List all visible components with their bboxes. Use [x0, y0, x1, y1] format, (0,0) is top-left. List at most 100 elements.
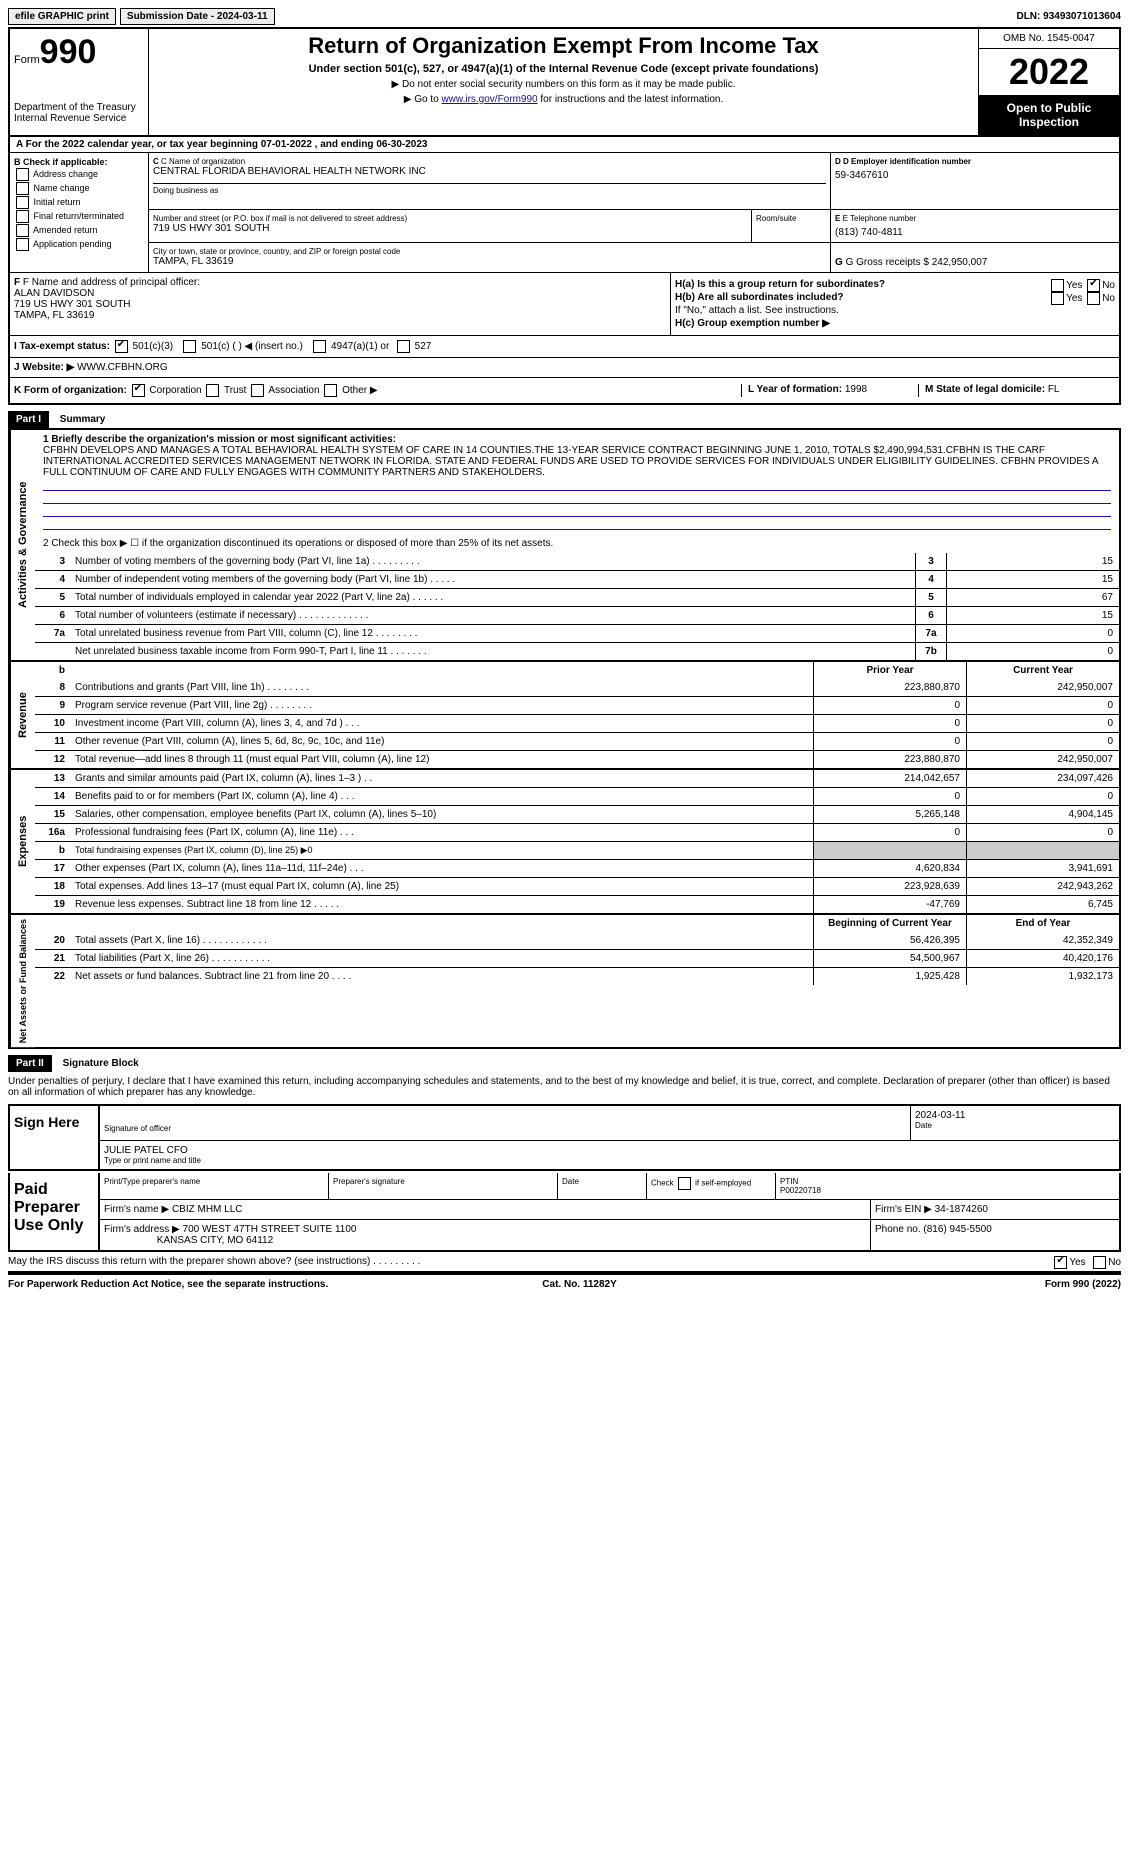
city-state-zip: TAMPA, FL 33619 [153, 256, 826, 267]
officer-addr1: 719 US HWY 301 SOUTH [14, 299, 666, 310]
527-checkbox[interactable] [397, 340, 410, 353]
501c3-checkbox[interactable] [115, 340, 128, 353]
part2-header: Part II [8, 1055, 52, 1072]
expense-row: 15Salaries, other compensation, employee… [35, 805, 1119, 823]
revenue-label: Revenue [10, 662, 35, 768]
sign-here-block: Sign Here Signature of officer 2024-03-1… [8, 1104, 1121, 1171]
m-label: M State of legal domicile: [925, 384, 1045, 395]
telephone: (813) 740-4811 [835, 227, 1115, 238]
opt-501c: 501(c) ( ) ◀ (insert no.) [201, 341, 303, 352]
h-block: H(a) Is this a group return for subordin… [671, 273, 1119, 335]
current-year-hdr: Current Year [966, 662, 1119, 679]
ha-label: H(a) Is this a group return for subordin… [675, 279, 885, 290]
boy-hdr: Beginning of Current Year [813, 915, 966, 932]
eoy-hdr: End of Year [966, 915, 1119, 932]
b-checkbox[interactable] [16, 210, 29, 223]
opt-527: 527 [415, 341, 432, 352]
opt-501c3: 501(c)(3) [133, 341, 174, 352]
irs-link[interactable]: www.irs.gov/Form990 [441, 94, 537, 105]
expense-row: 16aProfessional fundraising fees (Part I… [35, 823, 1119, 841]
revenue-row: 11Other revenue (Part VIII, column (A), … [35, 732, 1119, 750]
gov-row: 7aTotal unrelated business revenue from … [35, 624, 1119, 642]
fgh-block: F F Name and address of principal office… [8, 273, 1121, 336]
revenue-row: 12Total revenue—add lines 8 through 11 (… [35, 750, 1119, 768]
header-left: Form990 Department of the Treasury Inter… [10, 29, 149, 135]
l-label: L Year of formation: [748, 384, 842, 395]
netassets-row: 22Net assets or fund balances. Subtract … [35, 967, 1119, 985]
sign-date: 2024-03-11 [915, 1110, 1115, 1121]
j-label: J Website: ▶ [14, 362, 74, 373]
no-label: No [1108, 1257, 1121, 1268]
gov-row: 6Total number of volunteers (estimate if… [35, 606, 1119, 624]
efile-badge: efile GRAPHIC print [8, 8, 116, 25]
b-checkbox[interactable] [16, 196, 29, 209]
b-option: Name change [14, 182, 144, 195]
preparer-sig-hdr: Preparer's signature [328, 1173, 557, 1199]
activities-label: Activities & Governance [10, 430, 35, 660]
f-label: F F Name and address of principal office… [14, 277, 666, 288]
4947-checkbox[interactable] [313, 340, 326, 353]
e-label: E E Telephone number [835, 214, 1115, 223]
line-a: A For the 2022 calendar year, or tax yea… [8, 137, 1121, 153]
public-inspection: Open to Public Inspection [979, 95, 1119, 135]
hb-note: If "No," attach a list. See instructions… [675, 305, 1115, 316]
form-label: Form [14, 54, 40, 66]
org-name: CENTRAL FLORIDA BEHAVIORAL HEALTH NETWOR… [153, 166, 826, 177]
b-label: B Check if applicable: [14, 157, 144, 167]
hb-no-checkbox[interactable] [1087, 292, 1100, 305]
gross-receipts: 242,950,007 [932, 257, 988, 268]
state-domicile: FL [1048, 384, 1060, 395]
ha-no-checkbox[interactable] [1087, 279, 1100, 292]
may-discuss-row: May the IRS discuss this return with the… [8, 1252, 1121, 1273]
yes-label: Yes [1066, 293, 1082, 304]
firm-addr-label: Firm's address ▶ [104, 1224, 180, 1235]
self-employed-checkbox[interactable] [678, 1177, 691, 1190]
phone-label: Phone no. [875, 1224, 921, 1235]
year-formation: 1998 [845, 384, 867, 395]
prior-year-hdr: Prior Year [813, 662, 966, 679]
line2: 2 Check this box ▶ ☐ if the organization… [35, 534, 1119, 553]
ha-yes-checkbox[interactable] [1051, 279, 1064, 292]
note2-pre: ▶ Go to [404, 94, 442, 105]
d-label: D D Employer identification number [835, 157, 1115, 166]
officer-name: ALAN DAVIDSON [14, 288, 666, 299]
street-address: 719 US HWY 301 SOUTH [153, 223, 747, 234]
k-checkbox[interactable] [132, 384, 145, 397]
form-number: 990 [40, 33, 97, 71]
expense-row: bTotal fundraising expenses (Part IX, co… [35, 841, 1119, 859]
b-checkbox[interactable] [16, 182, 29, 195]
gov-row: 3Number of voting members of the governi… [35, 553, 1119, 570]
gov-row: 4Number of independent voting members of… [35, 570, 1119, 588]
f-block: F F Name and address of principal office… [10, 273, 671, 335]
firm-addr1: 700 WEST 47TH STREET SUITE 1100 [183, 1224, 357, 1235]
discuss-no-checkbox[interactable] [1093, 1256, 1106, 1269]
i-label: I Tax-exempt status: [14, 341, 110, 352]
501c-checkbox[interactable] [183, 340, 196, 353]
name-title-label: Type or print name and title [104, 1156, 1115, 1165]
date-label: Date [915, 1121, 1115, 1130]
part2-row: Part II Signature Block [8, 1049, 1121, 1072]
netassets-label: Net Assets or Fund Balances [10, 915, 35, 1047]
k-label: K Form of organization: [14, 385, 127, 396]
no-label: No [1102, 280, 1115, 291]
expense-row: 17Other expenses (Part IX, column (A), l… [35, 859, 1119, 877]
room-label: Room/suite [756, 214, 826, 223]
opt-4947: 4947(a)(1) or [331, 341, 389, 352]
hb-yes-checkbox[interactable] [1051, 292, 1064, 305]
b-checkbox[interactable] [16, 224, 29, 237]
header-center: Return of Organization Exempt From Incom… [149, 29, 978, 135]
discuss-yes-checkbox[interactable] [1054, 1256, 1067, 1269]
omb-number: OMB No. 1545-0047 [979, 29, 1119, 49]
website: WWW.CFBHN.ORG [77, 362, 168, 373]
footer: For Paperwork Reduction Act Notice, see … [8, 1273, 1121, 1294]
b-checkbox[interactable] [16, 168, 29, 181]
row-klm: K Form of organization: Corporation Trus… [8, 378, 1121, 405]
officer-addr2: TAMPA, FL 33619 [14, 310, 666, 321]
b-checkbox[interactable] [16, 238, 29, 251]
city-label: City or town, state or province, country… [153, 247, 826, 256]
form-ref: Form 990 (2022) [1045, 1279, 1121, 1290]
k-checkbox[interactable] [251, 384, 264, 397]
cat-no: Cat. No. 11282Y [542, 1279, 616, 1290]
k-checkbox[interactable] [206, 384, 219, 397]
k-checkbox[interactable] [324, 384, 337, 397]
